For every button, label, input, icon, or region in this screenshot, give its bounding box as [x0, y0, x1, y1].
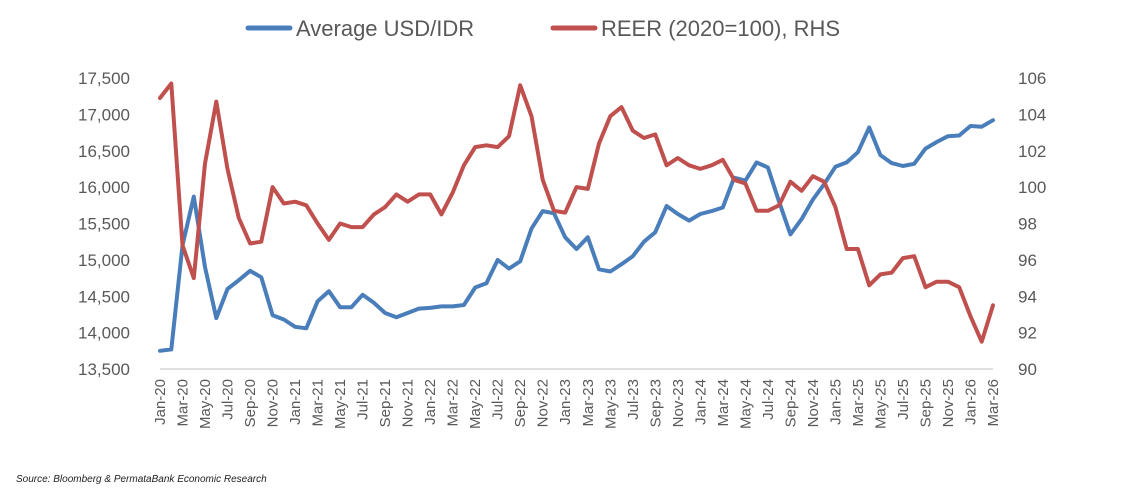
- left-y-tick-label: 17,500: [78, 69, 130, 88]
- left-y-axis: 13,500 14,000 14,500 15,000 15,500 16,000 16,5…: [78, 69, 130, 379]
- left-y-tick-label: 15,000: [78, 251, 130, 270]
- right-y-tick-label: 92: [1018, 324, 1037, 343]
- x-tick-label: Sep-20: [242, 379, 259, 427]
- right-y-tick-label: 106: [1018, 69, 1046, 88]
- x-tick-label: Nov-23: [670, 379, 687, 427]
- right-y-tick-label: 90: [1018, 360, 1037, 379]
- x-tick-label: Jan-23: [557, 379, 574, 425]
- x-tick-label: Sep-24: [782, 379, 799, 427]
- x-tick-label: Mar-20: [175, 379, 192, 427]
- x-tick-label: May-22: [467, 379, 484, 429]
- x-tick-label: Jan-26: [962, 379, 979, 425]
- x-tick-label: Nov-25: [940, 379, 957, 427]
- x-axis: Jan-20 Mar-20 May-20 Jul-20 Sep-20 Nov-20 Jan-…: [152, 368, 1002, 429]
- right-y-axis: 90 92 94 96 98 100 102 104 106: [1018, 69, 1046, 379]
- left-y-tick-label: 17,000: [78, 105, 130, 124]
- x-tick-label: Mar-23: [580, 379, 597, 427]
- x-tick-label: May-24: [737, 379, 754, 429]
- right-y-tick-label: 100: [1018, 178, 1046, 197]
- line-chart: Average USD/IDR REER (2020=100), RHS 13,5…: [78, 16, 1046, 429]
- x-tick-label: Mar-21: [310, 379, 327, 427]
- right-y-tick-label: 102: [1018, 142, 1046, 161]
- series-line-usd-idr: [158, 118, 995, 353]
- x-tick-label: Mar-24: [715, 379, 732, 427]
- x-tick-label: Nov-22: [535, 379, 552, 427]
- chart-legend: Average USD/IDR REER (2020=100), RHS: [245, 16, 840, 41]
- left-y-tick-label: 13,500: [78, 360, 130, 379]
- x-tick-label: Mar-22: [445, 379, 462, 427]
- x-tick-label: Nov-21: [400, 379, 417, 427]
- x-tick-label: May-25: [872, 379, 889, 429]
- x-tick-label: Mar-25: [850, 379, 867, 427]
- x-tick-label: Sep-23: [647, 379, 664, 427]
- legend-label: Average USD/IDR: [296, 16, 474, 41]
- left-y-tick-label: 15,500: [78, 215, 130, 234]
- x-tick-label: Jul-24: [760, 379, 777, 420]
- left-y-tick-label: 16,500: [78, 142, 130, 161]
- x-tick-label: Mar-26: [985, 379, 1002, 427]
- x-tick-label: Jan-21: [287, 379, 304, 425]
- series-line-reer: [158, 81, 995, 344]
- source-note: Source: Bloomberg & PermataBank Economic…: [16, 474, 267, 485]
- x-tick-label: Nov-20: [265, 379, 282, 427]
- left-y-tick-label: 14,500: [78, 287, 130, 306]
- legend-label: REER (2020=100), RHS: [601, 16, 840, 41]
- x-tick-label: Jul-20: [220, 379, 237, 420]
- x-tick-label: May-23: [602, 379, 619, 429]
- right-y-tick-label: 96: [1018, 251, 1037, 270]
- right-y-tick-label: 94: [1018, 287, 1037, 306]
- x-tick-label: Sep-25: [917, 379, 934, 427]
- right-y-tick-label: 104: [1018, 105, 1046, 124]
- right-y-tick-label: 98: [1018, 215, 1037, 234]
- left-y-tick-label: 16,000: [78, 178, 130, 197]
- x-tick-label: Nov-24: [805, 379, 822, 427]
- x-tick-label: Sep-21: [377, 379, 394, 427]
- x-tick-label: Jul-25: [895, 379, 912, 420]
- x-tick-label: Jul-21: [355, 379, 372, 420]
- x-tick-label: Jul-23: [625, 379, 642, 420]
- x-tick-label: May-20: [197, 379, 214, 429]
- x-tick-label: Jan-22: [422, 379, 439, 425]
- x-tick-label: Jan-20: [152, 379, 169, 425]
- left-y-tick-label: 14,000: [78, 324, 130, 343]
- x-tick-label: Jul-22: [490, 379, 507, 420]
- x-tick-label: Sep-22: [512, 379, 529, 427]
- x-tick-label: Jan-25: [827, 379, 844, 425]
- series-lines: [158, 81, 995, 353]
- x-tick-label: Jan-24: [692, 379, 709, 425]
- x-tick-label: May-21: [332, 379, 349, 429]
